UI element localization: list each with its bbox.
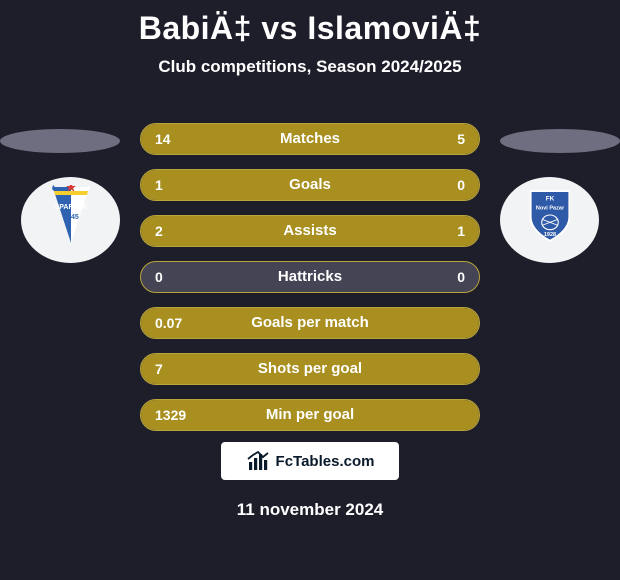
stat-value-right: 0 <box>457 262 465 292</box>
pennant-icon: SPARTAK 1945 <box>48 185 94 245</box>
stat-value-left: 14 <box>155 124 171 154</box>
stat-row: Matches14 5 <box>140 123 480 155</box>
stat-value-right: 5 <box>457 124 465 154</box>
stat-value-left: 1 <box>155 170 163 200</box>
stat-row: Goals per match0.07 <box>140 307 480 339</box>
stat-label: Goals per match <box>141 308 479 338</box>
ellipse-right <box>500 129 620 153</box>
svg-text:1945: 1945 <box>63 214 79 221</box>
ellipse-left <box>0 129 120 153</box>
stat-value-left: 1329 <box>155 400 186 430</box>
stat-row: Shots per goal7 <box>140 353 480 385</box>
stat-value-left: 0.07 <box>155 308 182 338</box>
stat-row: Assists2 1 <box>140 215 480 247</box>
chart-icon <box>246 449 270 473</box>
club-badge-left-inner: SPARTAK 1945 <box>48 185 94 248</box>
stat-value-right: 1 <box>457 216 465 246</box>
stat-label: Shots per goal <box>141 354 479 384</box>
subtitle: Club competitions, Season 2024/2025 <box>0 57 620 77</box>
svg-text:1928: 1928 <box>543 232 555 238</box>
page-title: BabiÄ‡ vs IslamoviÄ‡ <box>0 0 620 47</box>
stat-value-left: 0 <box>155 262 163 292</box>
svg-text:SPARTAK: SPARTAK <box>54 204 87 211</box>
club-badge-right: FK Novi Pazar 1928 <box>500 177 599 263</box>
club-badge-left: SPARTAK 1945 <box>21 177 120 263</box>
date-line: 11 november 2024 <box>0 500 620 520</box>
stat-label: Assists <box>141 216 479 246</box>
stat-row: Goals1 0 <box>140 169 480 201</box>
stat-value-right: 0 <box>457 170 465 200</box>
stat-row: Hattricks0 0 <box>140 261 480 293</box>
stat-label: Goals <box>141 170 479 200</box>
attribution-badge: FcTables.com <box>221 442 399 480</box>
stat-label: Min per goal <box>141 400 479 430</box>
attribution-text: FcTables.com <box>276 453 375 470</box>
svg-text:FK: FK <box>545 195 554 202</box>
stat-label: Hattricks <box>141 262 479 292</box>
stat-value-left: 7 <box>155 354 163 384</box>
stat-row: Min per goal1329 <box>140 399 480 431</box>
stat-label: Matches <box>141 124 479 154</box>
stat-value-left: 2 <box>155 216 163 246</box>
shield-icon: FK Novi Pazar 1928 <box>527 185 573 245</box>
svg-text:Novi Pazar: Novi Pazar <box>535 205 564 211</box>
club-badge-right-inner: FK Novi Pazar 1928 <box>527 185 573 248</box>
